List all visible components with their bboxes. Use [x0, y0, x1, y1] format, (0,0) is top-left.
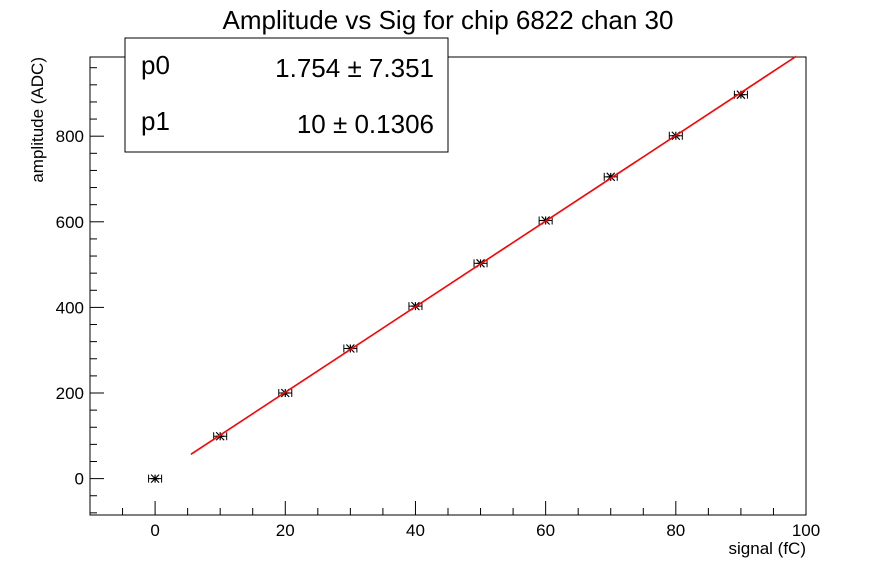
y-axis-label: amplitude (ADC) — [28, 57, 47, 183]
stats-box: p0 1.754 ± 7.351 p1 10 ± 0.1306 — [124, 37, 449, 153]
x-tick-label: 40 — [406, 521, 425, 540]
fit-line — [190, 55, 797, 455]
y-tick-label: 0 — [75, 470, 84, 489]
stat-p0-value: 1.754 ± 7.351 — [275, 53, 434, 83]
stat-p1-value: 10 ± 0.1306 — [297, 109, 434, 139]
x-tick-label: 20 — [276, 521, 295, 540]
x-tick-label: 100 — [792, 521, 820, 540]
x-axis: 0 20 40 60 80 100 — [89, 501, 820, 540]
x-tick-label: 80 — [666, 521, 685, 540]
y-axis: 0 200 400 600 800 — [56, 67, 104, 514]
y-tick-label: 200 — [56, 384, 84, 403]
x-axis-label: signal (fC) — [729, 539, 806, 558]
data-point — [213, 431, 228, 441]
star-marker — [736, 90, 746, 100]
stats-box-frame — [124, 37, 449, 153]
y-tick-label: 800 — [56, 127, 84, 146]
x-tick-label: 0 — [150, 521, 159, 540]
y-tick-label: 600 — [56, 213, 84, 232]
stat-p1-name: p1 — [141, 106, 170, 136]
data-point — [733, 90, 748, 100]
x-tick-label: 60 — [536, 521, 555, 540]
data-point — [603, 172, 618, 182]
data-point — [148, 474, 163, 484]
y-tick-label: 400 — [56, 298, 84, 317]
star-marker — [345, 344, 355, 353]
star-marker — [215, 431, 225, 441]
star-marker — [606, 172, 616, 182]
stat-p0-name: p0 — [141, 50, 170, 80]
star-marker — [150, 474, 160, 484]
chart-title: Amplitude vs Sig for chip 6822 chan 30 — [223, 5, 674, 35]
